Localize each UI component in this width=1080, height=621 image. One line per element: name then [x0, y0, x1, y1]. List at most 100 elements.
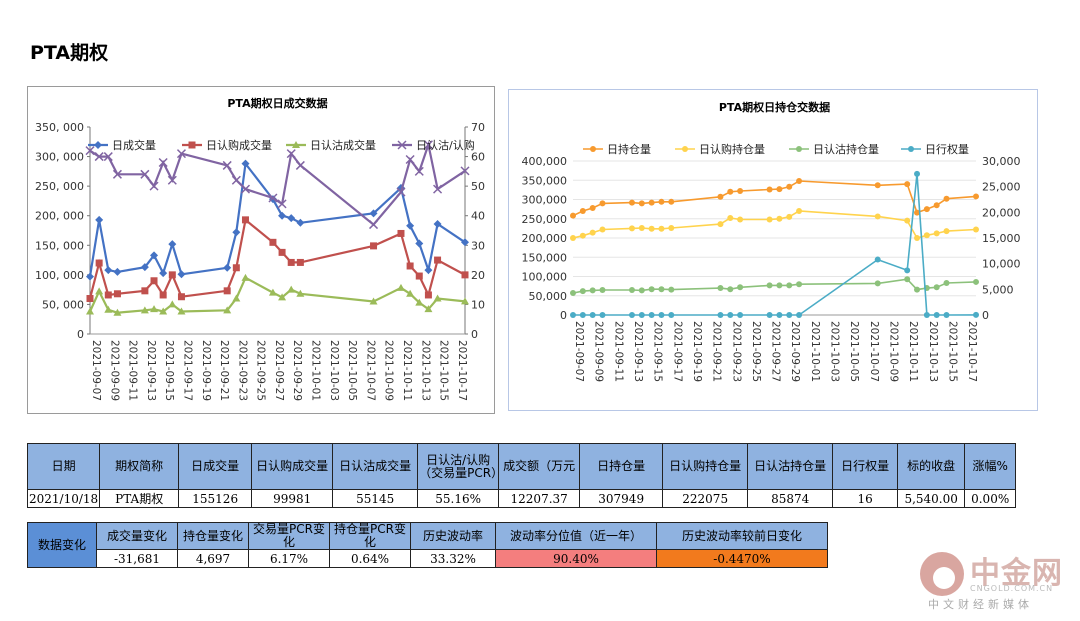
- data-point: [737, 284, 744, 291]
- data-point: [433, 184, 443, 194]
- data-point: [904, 276, 911, 283]
- x-tick-label: 2021-10-13: [419, 340, 431, 401]
- x-tick-label: 2021-09-19: [200, 340, 212, 401]
- data-point: [94, 152, 104, 162]
- watermark-domain: CNGOLD.COM.CN: [970, 584, 1054, 593]
- data-point: [796, 208, 803, 215]
- data-point: [168, 271, 176, 279]
- data-point: [579, 312, 586, 318]
- data-point: [943, 228, 950, 235]
- data-point: [914, 170, 921, 177]
- y-tick-label: 350, 000: [35, 121, 84, 134]
- cell-hist-vol: 33.32%: [410, 549, 496, 568]
- data-point: [113, 267, 122, 276]
- y2-tick-label: 25,000: [982, 181, 1021, 194]
- data-point: [786, 312, 793, 318]
- legend-entry: 日认购持仓量: [675, 142, 765, 156]
- data-point: [396, 187, 406, 197]
- data-point: [240, 184, 251, 194]
- data-point: [223, 263, 232, 272]
- cell-pcr: 55.16%: [417, 489, 500, 508]
- svg-text:日成交量: 日成交量: [112, 138, 156, 152]
- chart-title: PTA期权日持仓交数据: [719, 100, 830, 114]
- x-tick-label: 2021-09-27: [770, 321, 782, 382]
- svg-text:日行权量: 日行权量: [925, 143, 969, 156]
- y-tick-label: 50,000: [529, 290, 568, 303]
- cell-change-pct: 0.00%: [964, 489, 1017, 508]
- x-tick-label: 2021-10-03: [328, 340, 340, 401]
- data-point: [599, 312, 606, 318]
- data-point: [287, 214, 296, 223]
- cell-turnover: 12207.37: [498, 489, 581, 508]
- legend-entry: 日行权量: [901, 143, 969, 156]
- data-point: [460, 166, 470, 176]
- cell-exercise: 16: [832, 489, 899, 508]
- x-tick-label: 2021-09-11: [127, 340, 139, 401]
- x-tick-label: 2021-09-21: [218, 340, 230, 401]
- data-point: [268, 288, 277, 296]
- data-point: [278, 248, 286, 256]
- data-point: [85, 146, 95, 156]
- svg-text:日认购成交量: 日认购成交量: [206, 138, 272, 152]
- header-put-oi: 日认沽持仓量: [747, 443, 834, 490]
- x-tick-label: 2021-09-29: [291, 340, 303, 401]
- data-point: [914, 286, 921, 293]
- data-point: [668, 312, 675, 318]
- data-point: [914, 209, 921, 216]
- data-point: [648, 225, 655, 232]
- y-tick-label: 350,000: [522, 174, 568, 187]
- data-point: [177, 307, 186, 315]
- x-tick-label: 2021-10-07: [868, 321, 880, 382]
- data-point: [232, 228, 241, 237]
- header-oi-pcr-change: 持仓量PCR变化: [329, 522, 411, 550]
- x-tick-label: 2021-10-01: [809, 321, 821, 382]
- data-point: [150, 277, 158, 285]
- data-point: [973, 278, 979, 285]
- data-point: [599, 286, 606, 293]
- header-vol-percentile: 波动率分位值（近一年）: [495, 522, 657, 550]
- x-tick-label: 2021-10-15: [438, 340, 450, 401]
- data-point: [158, 157, 168, 168]
- header-volume-pcr-change: 交易量PCR变化: [248, 522, 330, 550]
- y2-tick-label: 30,000: [982, 155, 1021, 168]
- daily-summary-table: 日期 期权简称 日成交量 日认购成交量 日认沽成交量 日认沽/认购（交易量PCR…: [26, 443, 1017, 508]
- data-point: [104, 305, 113, 313]
- x-tick-label: 2021-09-17: [671, 321, 683, 382]
- x-tick-label: 2021-10-09: [888, 321, 900, 382]
- y-tick-label: 200,000: [522, 232, 568, 245]
- cell-hist-vol-change: -0.4470%: [656, 549, 828, 568]
- data-point: [727, 286, 734, 293]
- data-point: [914, 235, 921, 241]
- legend-entry: 日认沽/认购: [392, 138, 475, 152]
- data-point: [423, 140, 433, 150]
- x-tick-label: 2021-09-23: [730, 321, 742, 382]
- header-open-interest: 日持仓量: [579, 443, 664, 490]
- data-point: [638, 287, 645, 294]
- data-point: [717, 312, 724, 318]
- cell-volume-change: -31,681: [96, 549, 178, 568]
- watermark-name: 中金网: [970, 556, 1063, 591]
- cell-option-name: PTA期权: [99, 489, 180, 508]
- data-point: [658, 286, 665, 293]
- header-oi-change: 持仓量变化: [177, 522, 249, 550]
- x-tick-label: 2021-09-25: [255, 340, 267, 401]
- cell-put-oi: 85874: [747, 489, 834, 508]
- x-tick-label: 2021-10-11: [401, 340, 413, 401]
- legend-entry: 日认沽持仓量: [789, 142, 879, 156]
- data-point: [933, 230, 940, 237]
- data-point: [638, 312, 645, 318]
- data-point: [786, 213, 793, 220]
- x-tick-label: 2021-09-21: [711, 321, 723, 382]
- data-point: [269, 238, 277, 246]
- x-tick-label: 2021-09-19: [691, 321, 703, 382]
- y-tick-label: 150, 000: [35, 239, 84, 252]
- watermark-logo: 中金网 CNGOLD.COM.CN 中文财经新媒体: [918, 548, 1068, 614]
- data-point: [434, 256, 442, 264]
- data-point: [95, 259, 103, 267]
- chart-title: PTA期权日成交数据: [227, 96, 327, 110]
- data-point: [796, 281, 803, 288]
- header-option-name: 期权简称: [99, 443, 180, 490]
- daily-volume-chart-svg: PTA期权日成交数据 0 50, 000 100, 000 150, 000 200, 0…: [35, 96, 485, 401]
- data-point: [874, 280, 881, 287]
- data-point: [168, 240, 177, 249]
